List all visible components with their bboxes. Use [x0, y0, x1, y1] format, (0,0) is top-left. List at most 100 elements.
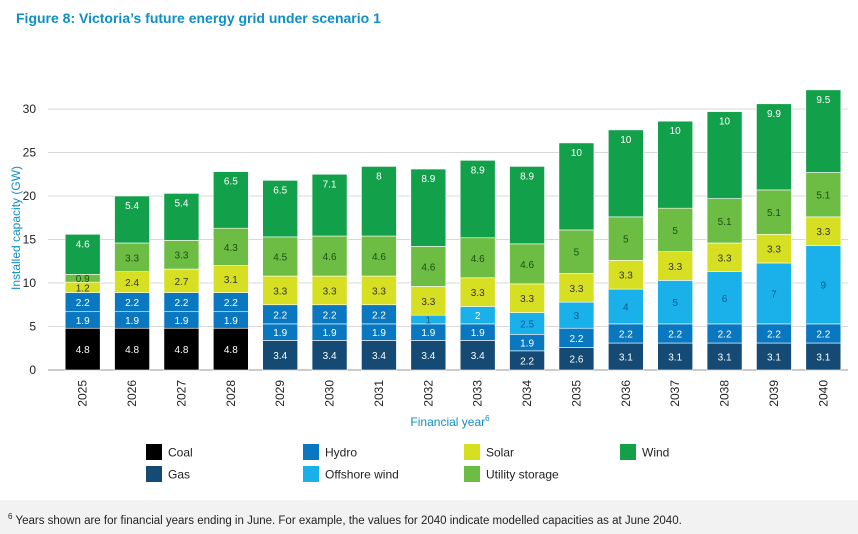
data-label: 3.4 — [372, 351, 386, 362]
bar-segment — [262, 180, 298, 238]
y-tick-label: 10 — [23, 276, 37, 290]
data-label: 3.3 — [174, 251, 188, 262]
legend-swatch — [620, 444, 636, 460]
x-tick-label: 2040 — [816, 380, 830, 407]
bar-segment — [756, 262, 792, 325]
data-label: 2.4 — [125, 278, 139, 289]
footnote-box: 6 Years shown are for financial years en… — [0, 500, 858, 534]
data-label: 1.9 — [224, 316, 238, 327]
bar-segment — [361, 340, 397, 371]
x-tick-label: 2028 — [224, 380, 238, 407]
data-label: 3.3 — [668, 262, 682, 273]
data-label: 3.1 — [767, 353, 781, 364]
data-label: 4.6 — [471, 254, 485, 265]
bar-segment — [805, 89, 842, 173]
y-tick-label: 20 — [23, 189, 37, 203]
x-tick-label: 2036 — [619, 380, 633, 407]
bar-segment — [361, 275, 397, 306]
footnote-marker: 6 — [8, 512, 13, 521]
data-label: 10 — [620, 135, 632, 146]
bar-segment — [558, 229, 595, 274]
legend-label: Offshore wind — [325, 468, 399, 482]
data-label: 3.3 — [125, 253, 139, 264]
data-label: 5.1 — [718, 217, 732, 228]
x-axis: 2025 2026 2027 2028 2029 2030 2031 2032 2033 2034… — [76, 380, 831, 407]
data-label: 5.4 — [125, 201, 139, 212]
bar-segment — [657, 120, 693, 209]
legend-swatch — [146, 466, 162, 482]
data-label: 2.2 — [224, 298, 238, 309]
bar-segment — [361, 166, 397, 237]
bar-segment — [262, 236, 298, 277]
legend-swatch — [464, 466, 480, 482]
bar-segment — [163, 193, 200, 241]
bar-segment — [311, 275, 348, 306]
data-label: 4.6 — [76, 239, 90, 250]
y-tick-label: 30 — [23, 102, 37, 116]
data-label: 2.2 — [718, 329, 732, 340]
bar-segment — [706, 242, 743, 272]
data-label: 3 — [574, 311, 580, 322]
bar-segment — [805, 342, 842, 371]
bar-segment — [657, 280, 693, 325]
bar-segment — [706, 271, 743, 325]
y-tick-label: 25 — [23, 146, 37, 160]
data-label: 6.5 — [273, 185, 287, 196]
legend-swatch — [303, 466, 319, 482]
data-label: 1.9 — [273, 328, 287, 339]
bar-segment — [608, 288, 644, 325]
bar-segment — [410, 340, 447, 371]
bar-segment — [805, 216, 842, 246]
y-tick-label: 0 — [29, 363, 36, 377]
data-label: 8.9 — [520, 171, 534, 182]
bar-segment — [558, 301, 595, 329]
legend-swatch — [464, 444, 480, 460]
data-label: 9.9 — [767, 109, 781, 120]
data-label: 1.9 — [323, 328, 337, 339]
bar-segment — [114, 242, 150, 272]
data-label: 2.2 — [569, 334, 583, 345]
data-label: 4.5 — [273, 252, 287, 263]
data-label: 4.6 — [323, 252, 337, 263]
x-tick-label: 2033 — [471, 380, 485, 407]
data-label: 3.3 — [619, 271, 633, 282]
legend-swatch — [303, 444, 319, 460]
data-label: 2.5 — [520, 319, 534, 330]
y-axis-label: Installed capacity (GW) — [9, 166, 23, 290]
data-label: 3.4 — [273, 351, 287, 362]
data-label: 2.2 — [668, 329, 682, 340]
data-label: 5 — [672, 226, 678, 237]
footnote-text: Years shown are for financial years endi… — [15, 514, 682, 527]
data-label: 3.3 — [767, 245, 781, 256]
data-label: 0.9 — [76, 274, 90, 285]
data-label: 2 — [475, 311, 481, 322]
data-label: 3.3 — [816, 227, 830, 238]
data-label: 3.1 — [224, 275, 238, 286]
bar-segment — [756, 342, 792, 371]
bar-segment — [657, 342, 693, 371]
data-label: 8 — [376, 171, 382, 182]
bar-segment — [311, 340, 348, 371]
data-label: 5.1 — [767, 208, 781, 219]
data-label: 3.3 — [372, 286, 386, 297]
data-label: 3.3 — [323, 286, 337, 297]
bar-segment — [459, 160, 496, 239]
data-label: 2.2 — [125, 298, 139, 309]
data-label: 2.2 — [174, 298, 188, 309]
bar-segment — [706, 111, 743, 199]
bar-segment — [756, 103, 792, 191]
data-label: 3.1 — [718, 353, 732, 364]
bar-segment — [213, 227, 249, 266]
data-label: 9 — [821, 281, 827, 292]
data-label: 3.3 — [421, 297, 435, 308]
bar-segment — [114, 195, 150, 244]
data-label: 10 — [670, 126, 682, 137]
data-label: 4.8 — [174, 345, 188, 356]
data-label: 8.9 — [471, 165, 485, 176]
bar-segment — [706, 198, 743, 244]
bar-segment — [361, 235, 397, 277]
legend-label: Gas — [168, 468, 190, 482]
x-tick-label: 2027 — [174, 380, 188, 407]
bar-segment — [608, 342, 644, 371]
data-label: 6.5 — [224, 177, 238, 188]
